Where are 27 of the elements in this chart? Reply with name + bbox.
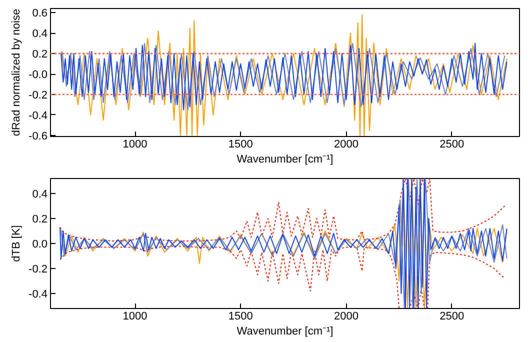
- x-tick-label: 1000: [122, 310, 148, 322]
- y-tick-label: -0.0: [28, 69, 48, 82]
- y-tick-label: -0.4: [28, 110, 48, 122]
- x-tick-label: 2500: [440, 138, 464, 150]
- line-series: [60, 14, 508, 136]
- y-tick-label: 0.4: [32, 188, 48, 200]
- line-series: [60, 178, 506, 242]
- y-tick-label: 0.2: [32, 48, 48, 61]
- line-series: [60, 246, 506, 308]
- y-tick-label: -0.2: [28, 90, 48, 102]
- y-tick-label: 0.0: [32, 238, 48, 250]
- y-tick-label: -0.2: [28, 264, 48, 276]
- x-tick-label: 2500: [440, 310, 464, 322]
- x-tick-label: 2000: [334, 310, 359, 322]
- x-axis-title: Wavenumber [cm⁻¹]: [236, 326, 334, 338]
- y-tick-label: -0.4: [28, 288, 48, 300]
- y-tick-label: 0.6: [32, 8, 48, 20]
- y-tick-label: 0.4: [32, 28, 48, 40]
- y-axis-title: dRad normalized by noise: [10, 8, 23, 136]
- y-axis-title: dTB [K]: [10, 225, 23, 262]
- y-tick-label: 0.2: [32, 214, 48, 226]
- x-tick-label: 1000: [122, 138, 148, 150]
- y-tick-label: -0.6: [28, 130, 48, 142]
- x-axis-title: Wavenumber [cm⁻¹]: [236, 154, 334, 166]
- x-tick-label: 2000: [334, 138, 359, 150]
- x-tick-label: 1500: [228, 310, 253, 322]
- x-tick-label: 1500: [228, 138, 253, 150]
